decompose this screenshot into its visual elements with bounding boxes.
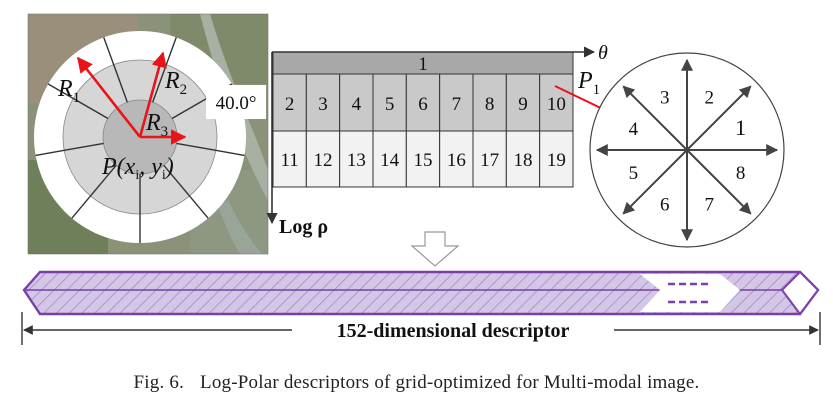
grid-cell-label: 15 xyxy=(414,150,433,171)
log-polar-grid: 1 2 3 4 5 6 7 8 9 10 11 12 13 14 15 16 17 18 19 xyxy=(272,51,574,188)
grid-cell-label: 18 xyxy=(514,150,533,171)
sector-divider xyxy=(113,64,129,103)
grid-cell-label: 10 xyxy=(547,94,566,115)
grid-cell-label: 17 xyxy=(480,150,499,171)
sector-divider xyxy=(171,97,208,120)
grid-cell-label: 19 xyxy=(547,150,566,171)
angle-label: 40.0° xyxy=(216,93,257,114)
grid-cell xyxy=(339,73,374,132)
sector-divider xyxy=(47,83,74,100)
log-rho-axis-label: Log ρ xyxy=(279,216,328,238)
grid-cell-label: 7 xyxy=(452,94,462,115)
down-arrow-icon xyxy=(410,231,460,267)
orientation-bin-label: 3 xyxy=(660,87,670,108)
descriptor-label: 152-dimensional descriptor xyxy=(337,320,570,342)
orientation-arrow xyxy=(622,85,688,151)
orientation-bin-label: 4 xyxy=(629,119,639,140)
sector-divider xyxy=(151,64,167,103)
grid-cell xyxy=(372,73,407,132)
grid-cell-label: 9 xyxy=(518,94,528,115)
sector-divider xyxy=(215,149,245,157)
sector-divider xyxy=(35,149,65,157)
figure-canvas: 40.0° R1 R2 R3 P(xi, yi) 1 2 3 4 5 6 7 8 9 10 11… xyxy=(21,13,821,345)
grid-cell-label: 2 xyxy=(285,94,295,115)
p1-label: P1 xyxy=(577,68,600,98)
grid-cell xyxy=(405,130,441,188)
grid-cell-label: 3 xyxy=(318,94,328,115)
grid-cell xyxy=(505,73,541,132)
sector-divider xyxy=(103,37,115,65)
orientation-arrow xyxy=(686,85,752,151)
grid-cell xyxy=(539,73,574,132)
orientation-bin-label: 8 xyxy=(736,163,746,184)
sector-divider xyxy=(165,37,177,65)
grid-cell xyxy=(272,73,307,132)
grid-bottom-row: 11 12 13 14 15 16 17 18 19 xyxy=(272,130,574,188)
radius-label-r3: R3 xyxy=(145,110,168,140)
descriptor-bar xyxy=(22,270,820,316)
orientation-arrow xyxy=(622,149,688,215)
descriptor-gap xyxy=(640,274,740,312)
grid-cell-label: 13 xyxy=(347,150,366,171)
grid-cell xyxy=(439,73,474,132)
grid-cell xyxy=(272,130,307,188)
grid-cell-label: 16 xyxy=(447,150,466,171)
grid-cell xyxy=(539,130,574,188)
orientation-bin-label: 7 xyxy=(704,195,714,216)
grid-cell-label: 12 xyxy=(314,150,333,171)
orientation-arrows xyxy=(595,58,779,242)
radius-arrow-r1 xyxy=(76,56,142,138)
grid-cell-label: 4 xyxy=(352,94,362,115)
grid-cell-1-label: 1 xyxy=(418,54,428,75)
sector-divider xyxy=(64,142,104,152)
grid-cell-label: 8 xyxy=(485,94,495,115)
sector-divider xyxy=(71,195,92,219)
radius-label-r1: R1 xyxy=(57,76,80,106)
figure-caption: Fig. 6. Log-Polar descriptors of grid-opt… xyxy=(0,372,833,394)
angle-label-box: 40.0° xyxy=(206,85,266,119)
keypoint-label: P(xi, yi) xyxy=(101,154,174,183)
orientation-bin-label: 6 xyxy=(660,195,670,216)
grid-cell-label: 14 xyxy=(380,150,400,171)
caption-number: Fig. 6. xyxy=(133,372,185,393)
orientation-bin-label: 1 xyxy=(735,115,746,140)
orientation-arrow xyxy=(686,149,752,215)
grid-cell xyxy=(439,130,474,188)
sector-divider xyxy=(163,164,191,197)
grid-middle-row: 2 3 4 5 6 7 8 9 10 xyxy=(272,73,574,132)
descriptor-end-cap xyxy=(780,270,820,316)
grid-cell-label: 11 xyxy=(281,150,299,171)
sector-divider xyxy=(72,97,109,120)
orientation-bin-label: 2 xyxy=(704,87,714,108)
sector-divider xyxy=(89,164,117,197)
grid-cell xyxy=(305,73,341,132)
radius-arrows xyxy=(76,51,187,145)
sector-divider xyxy=(188,195,209,219)
grid-cell xyxy=(472,130,507,188)
grid-cell-label: 5 xyxy=(385,94,395,115)
grid-cell xyxy=(305,130,341,188)
radius-arrow-r2 xyxy=(138,51,167,138)
radius-label-r2: R2 xyxy=(164,68,187,98)
grid-cell xyxy=(472,73,507,132)
orientation-bin-label: 5 xyxy=(629,163,639,184)
grid-cell-label: 6 xyxy=(418,94,428,115)
caption-text: Log-Polar descriptors of grid-optimized … xyxy=(200,372,700,393)
theta-axis-label: θ xyxy=(598,42,608,64)
